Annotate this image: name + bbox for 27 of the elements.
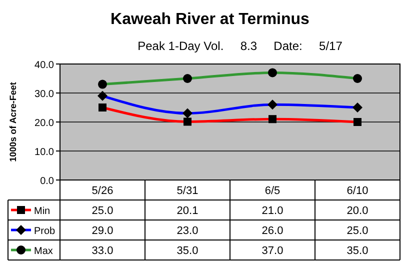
- x-tick-label: 5/26: [92, 185, 114, 197]
- y-tick-label: 20.0: [34, 118, 54, 129]
- y-tick-label: 0.0: [40, 176, 54, 187]
- legend-label: Max: [34, 246, 53, 257]
- y-tick-label: 40.0: [34, 60, 54, 71]
- data-label: 23.0: [176, 225, 198, 237]
- data-label: 26.0: [262, 225, 284, 237]
- y-tick-label: 10.0: [34, 147, 54, 158]
- chart-title: Kaweah River at Terminus: [110, 11, 310, 28]
- data-label: 25.0: [92, 205, 114, 217]
- data-label: 20.0: [346, 205, 368, 217]
- chart-subtitle: Peak 1-Day Vol. 8.3 Date: 5/17: [138, 39, 343, 53]
- data-label: 33.0: [92, 245, 114, 257]
- data-label: 21.0: [262, 205, 284, 217]
- legend-label: Min: [34, 206, 50, 217]
- y-tick-label: 30.0: [34, 89, 54, 100]
- legend-label: Prob: [34, 226, 56, 237]
- data-label: 20.1: [176, 205, 198, 217]
- x-tick-label: 6/5: [264, 185, 280, 197]
- data-label: 37.0: [262, 245, 284, 257]
- y-axis-title: 1000s of Acre-Feet: [8, 82, 18, 162]
- data-label: 35.0: [176, 245, 198, 257]
- x-tick-label: 6/10: [346, 185, 368, 197]
- x-tick-label: 5/31: [176, 185, 198, 197]
- data-label: 35.0: [346, 245, 368, 257]
- data-label: 29.0: [92, 225, 114, 237]
- data-label: 25.0: [346, 225, 368, 237]
